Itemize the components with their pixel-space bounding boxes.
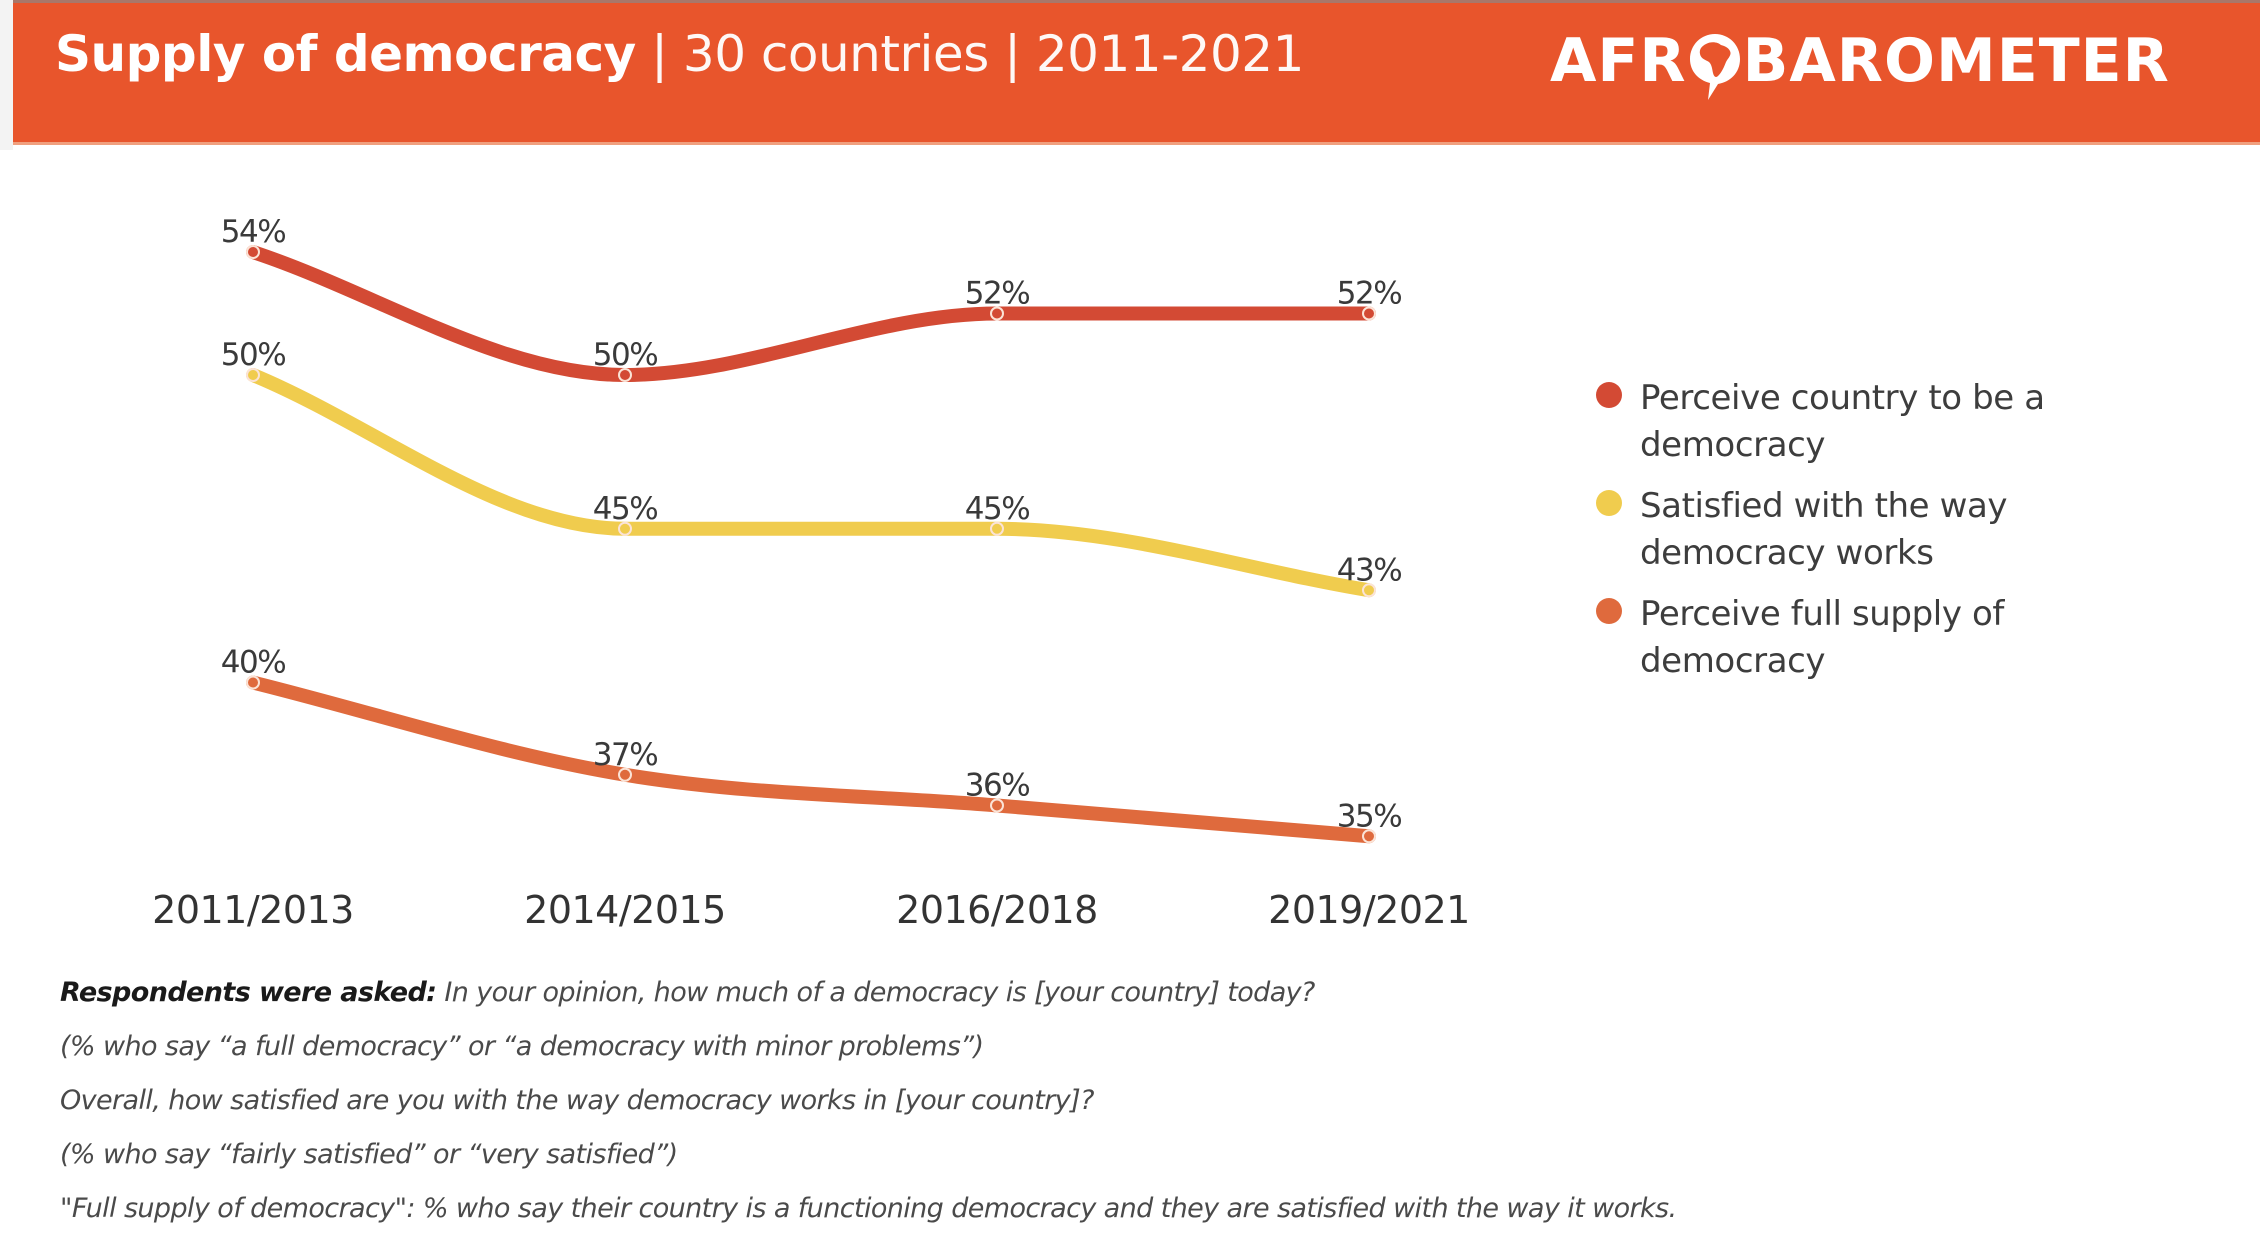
x-tick-label: 2016/2018: [896, 888, 1098, 932]
legend-label: Perceive full supply of democracy: [1640, 594, 2004, 681]
footnote-question-1: Respondents were asked: In your opinion,…: [60, 966, 2160, 1020]
window-top-strip: [0, 0, 2260, 4]
x-tick-label: 2014/2015: [524, 888, 726, 932]
afrobarometer-logo: AFR BAROMETER: [1550, 26, 2170, 100]
title-main: Supply of democracy: [55, 25, 636, 83]
data-label: 45%: [965, 491, 1029, 527]
legend-label: Satisfied with the way democracy works: [1640, 486, 2008, 573]
data-label: 45%: [593, 491, 657, 527]
legend-item-satisfied-democracy: Satisfied with the way democracy works: [1596, 483, 2156, 577]
data-point: [618, 521, 632, 536]
series-markers: [246, 245, 1376, 844]
data-label: 50%: [221, 337, 285, 373]
chart-title: Supply of democracy | 30 countries | 201…: [55, 25, 1304, 83]
header-banner: Supply of democracy | 30 countries | 201…: [13, 3, 2260, 145]
data-point: [246, 675, 260, 690]
data-point: [1362, 583, 1376, 598]
data-labels: 54% 50% 52% 52% 50% 45% 45% 43% 40% 37% 36% 35%: [221, 214, 1403, 834]
data-point: [246, 368, 260, 382]
legend-item-perceive-democracy: Perceive country to be a democracy: [1596, 375, 2156, 469]
data-label: 36%: [965, 768, 1029, 804]
series-lines: [246, 245, 1376, 844]
series-line-satisfied-with-the-way-democracy-works: [246, 368, 1376, 598]
data-label: 43%: [1337, 552, 1401, 588]
x-tick-label: 2019/2021: [1268, 888, 1470, 932]
data-label: 52%: [965, 276, 1029, 312]
data-point: [990, 521, 1004, 536]
logo-text-right: BAROMETER: [1742, 26, 2170, 96]
survey-footnotes: Respondents were asked: In your opinion,…: [60, 966, 2160, 1236]
legend-item-full-supply: Perceive full supply of democracy: [1596, 591, 2156, 685]
x-tick-label: 2011/2013: [152, 888, 354, 932]
chart-legend: Perceive country to be a democracy Satis…: [1596, 375, 2156, 699]
legend-dot-icon: [1596, 490, 1622, 516]
footnote-question-2-note: (% who say “fairly satisfied” or “very s…: [60, 1139, 678, 1170]
data-point: [990, 306, 1004, 321]
series-line-perceive-country-to-be-a-democracy: [246, 245, 1376, 383]
data-label: 37%: [593, 737, 657, 773]
footnote-lead: Respondents were asked:: [60, 977, 437, 1008]
logo-text-left: AFR: [1550, 26, 1687, 96]
legend-dot-icon: [1596, 598, 1622, 624]
footnote-question-2: Overall, how satisfied are you with the …: [60, 1085, 1094, 1116]
footnote-question-1-note: (% who say “a full democracy” or “a demo…: [60, 1031, 984, 1062]
x-axis-labels: 2011/2013 2014/2015 2016/2018 2019/2021: [152, 888, 1470, 932]
data-label: 54%: [221, 214, 285, 250]
title-subtitle: | 30 countries | 2011-2021: [635, 25, 1304, 83]
legend-dot-icon: [1596, 382, 1622, 408]
footnote-definition: "Full supply of democracy": % who say th…: [60, 1193, 1677, 1224]
data-point: [618, 368, 632, 382]
data-point: [618, 767, 632, 782]
footnote-q1-text: In your opinion, how much of a democracy…: [436, 977, 1315, 1008]
data-point: [1362, 829, 1376, 844]
data-label: 35%: [1337, 798, 1401, 834]
series-line-perceive-full-supply-of-democracy: [246, 675, 1376, 844]
window-left-edge: [0, 0, 13, 150]
data-point: [1362, 306, 1376, 321]
data-point: [246, 245, 260, 259]
data-label: 40%: [221, 645, 285, 681]
data-label: 50%: [593, 337, 657, 373]
data-point: [990, 798, 1004, 813]
legend-label: Perceive country to be a democracy: [1640, 378, 2045, 465]
africa-speech-pin-icon: [1688, 32, 1742, 102]
data-label: 52%: [1337, 276, 1401, 312]
